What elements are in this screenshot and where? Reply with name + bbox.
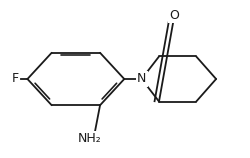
Text: NH₂: NH₂	[77, 132, 101, 145]
Text: F: F	[12, 73, 18, 85]
Text: N: N	[136, 73, 146, 85]
Text: O: O	[168, 9, 178, 22]
